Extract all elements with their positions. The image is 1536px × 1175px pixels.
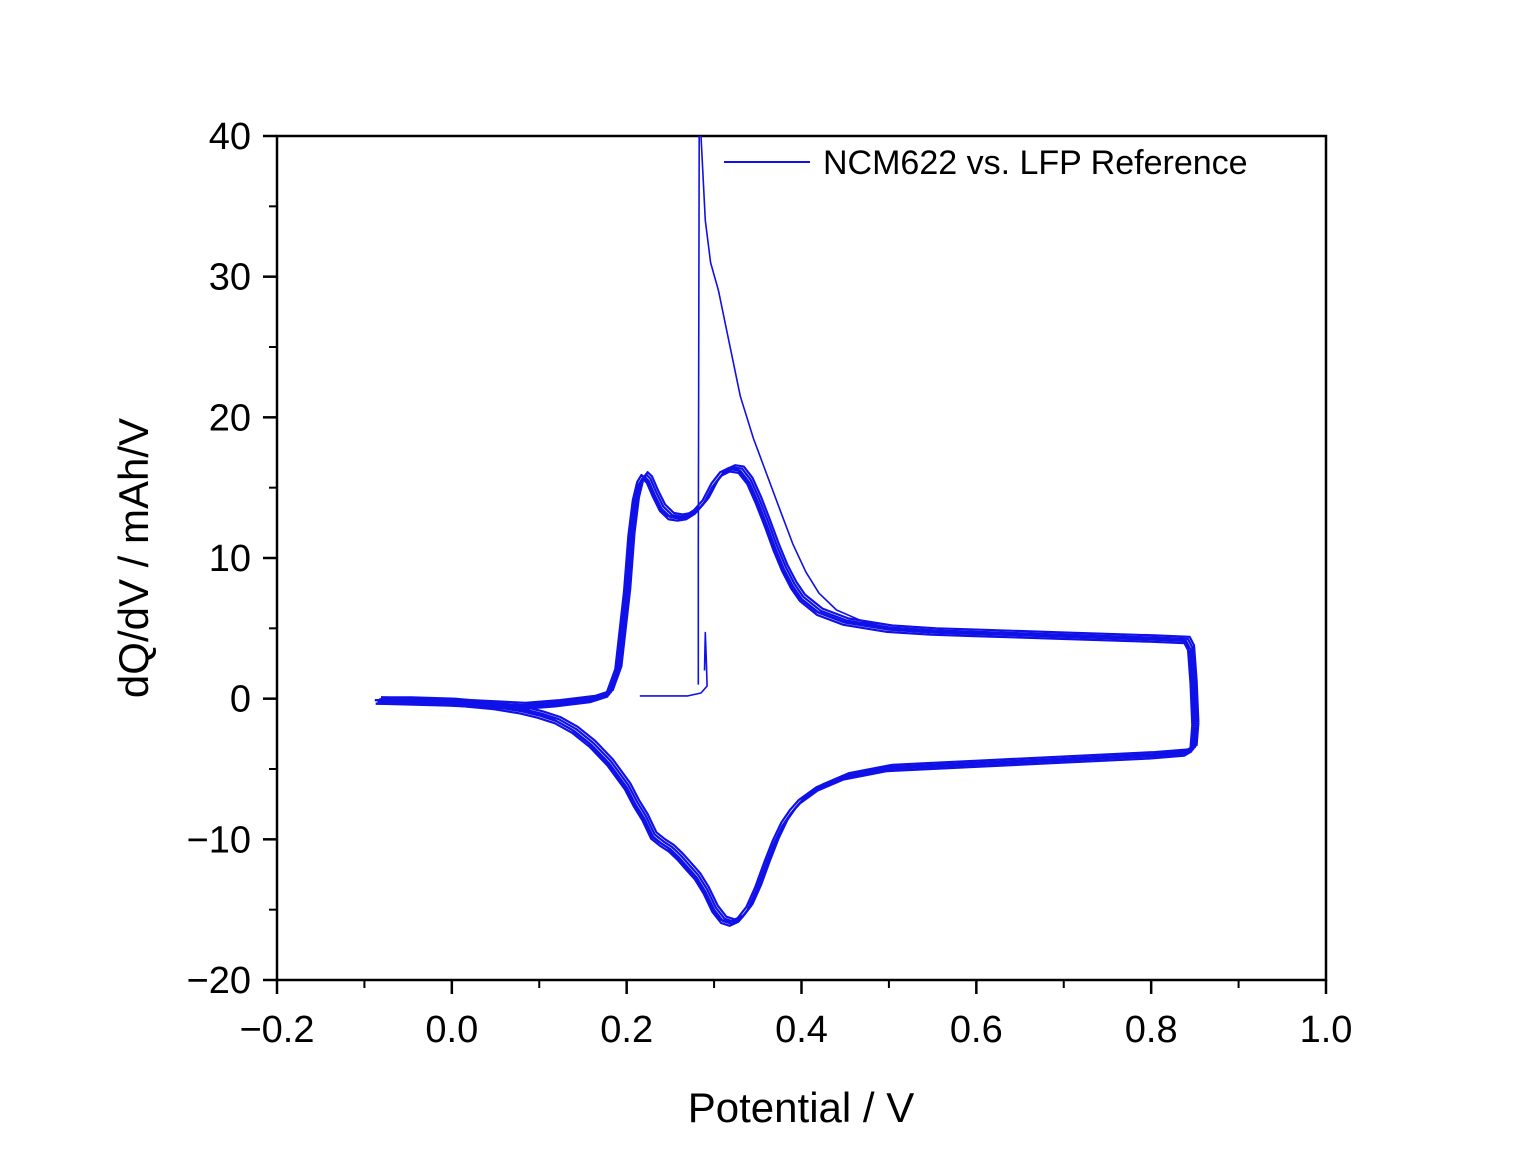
series-line-discharge-main [381, 696, 1200, 921]
y-tick-label: 20 [209, 397, 251, 439]
series-layer [374, 135, 1200, 927]
x-tick-label: 0.2 [600, 1009, 653, 1051]
plot-frame [275, 134, 1328, 982]
x-tick-label: 0.4 [775, 1009, 828, 1051]
legend: NCM622 vs. LFP Reference [724, 144, 1248, 182]
x-tick-label: 0.6 [950, 1009, 1003, 1051]
series-line-charge-main [379, 466, 1198, 725]
y-tick-label: −20 [187, 960, 251, 1002]
x-axis-title: Potential / V [688, 1084, 914, 1131]
series-line-charge-spike [697, 135, 700, 685]
y-tick-label: 30 [209, 257, 251, 299]
y-axis-title: dQ/dV / mAh/V [110, 418, 157, 698]
series-line-charge-main [377, 468, 1196, 727]
y-tick-label: 10 [209, 538, 251, 580]
series-line-charge-main [374, 466, 1194, 726]
x-tick-label: 0.0 [425, 1009, 478, 1051]
x-tick-label: 0.8 [1125, 1009, 1178, 1051]
y-tick-label: 0 [230, 679, 251, 721]
series-line-discharge-main [375, 702, 1195, 927]
x-tick-label: 1.0 [1300, 1009, 1353, 1051]
series-line-discharge-main [379, 698, 1198, 923]
legend-label: NCM622 vs. LFP Reference [823, 144, 1248, 182]
series-line-discharge-main [374, 699, 1194, 924]
y-tick-label: −10 [187, 819, 251, 861]
series-line-charge-main [375, 470, 1195, 729]
series-line-first-cycle-tail [700, 135, 933, 632]
series-line-discharge-main [377, 700, 1196, 925]
x-tick-label: −0.2 [239, 1009, 314, 1051]
series-line-charge-main [380, 464, 1200, 723]
y-axis-ticks: −20 −10 0 10 20 30 40 [187, 116, 277, 1002]
series-line-charge [639, 631, 708, 697]
y-tick-label: 40 [209, 116, 251, 158]
x-axis-ticks: −0.2 0.0 0.2 0.4 0.6 0.8 1.0 [239, 980, 1352, 1051]
